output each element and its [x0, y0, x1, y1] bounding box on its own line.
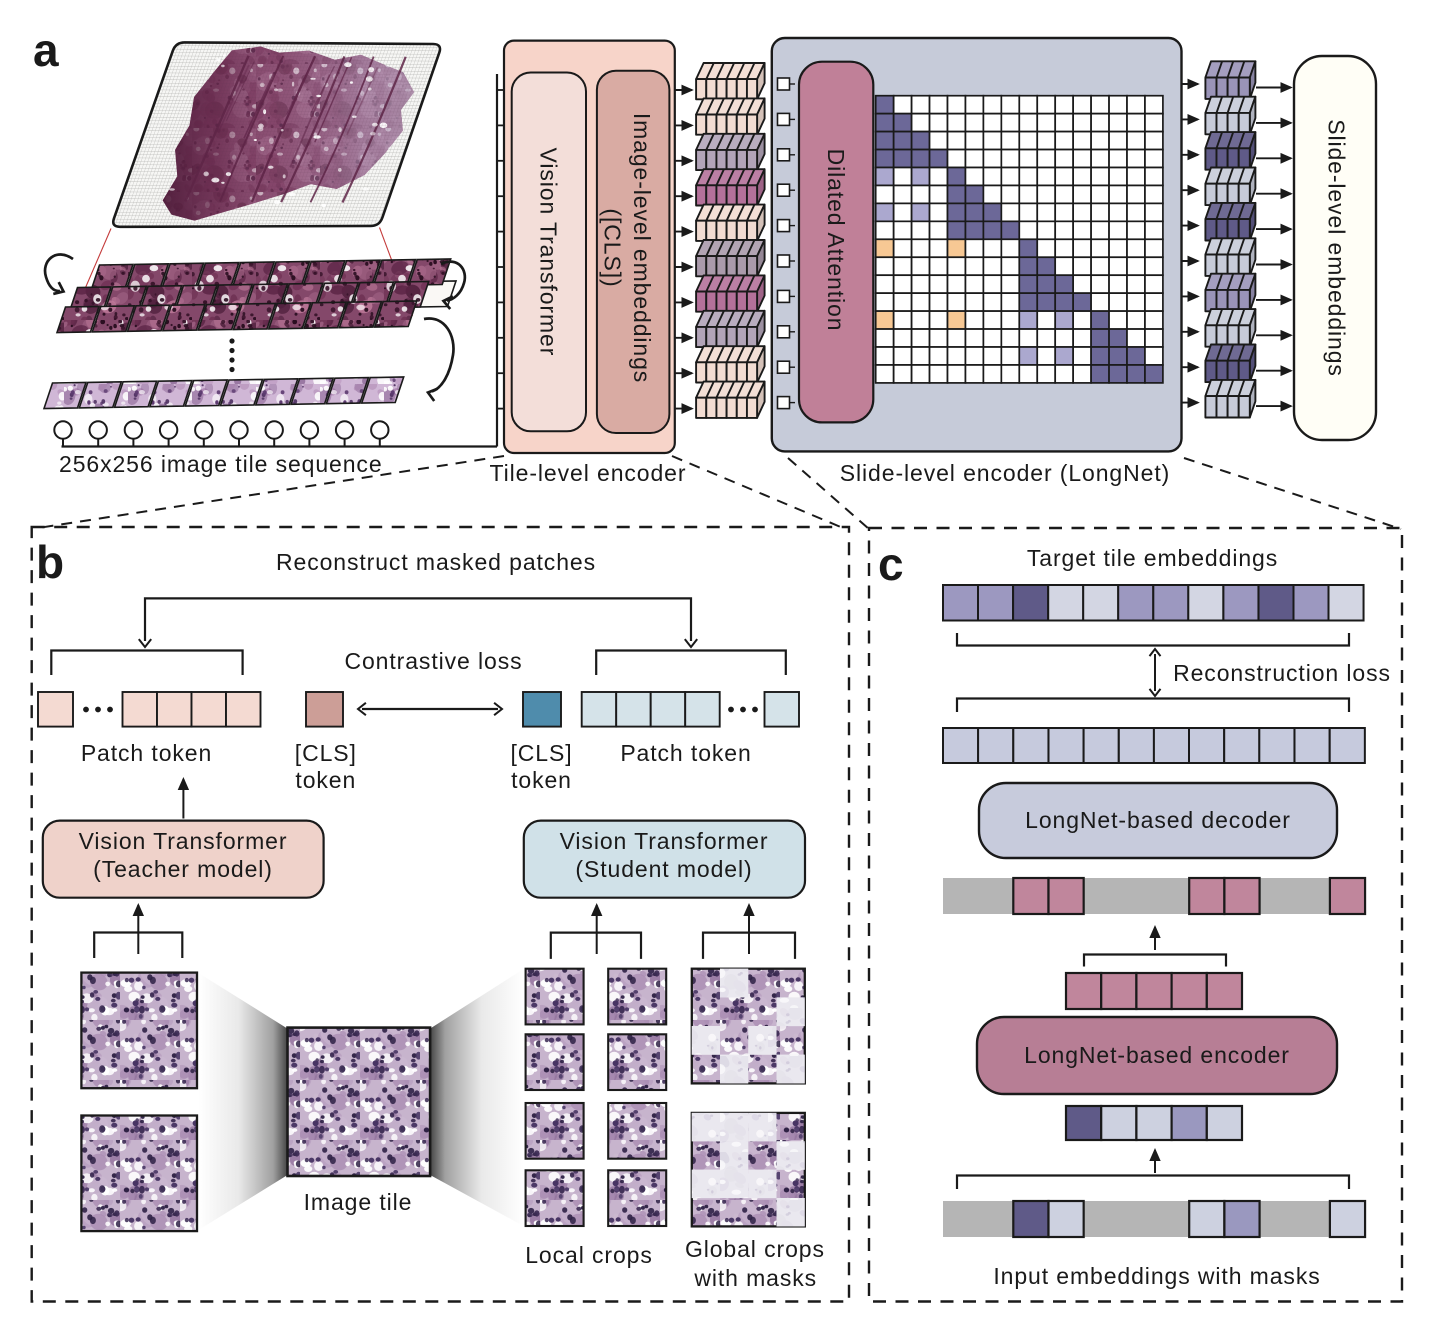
- svg-text:with masks: with masks: [693, 1265, 817, 1291]
- svg-text:256x256 image tile sequence: 256x256 image tile sequence: [59, 451, 383, 477]
- svg-text:Input embeddings with masks: Input embeddings with masks: [993, 1263, 1320, 1289]
- svg-text:a: a: [33, 24, 59, 76]
- svg-text:[CLS]: [CLS]: [510, 740, 572, 766]
- svg-text:Vision Transformer: Vision Transformer: [79, 828, 288, 854]
- svg-text:Target tile embeddings: Target tile embeddings: [1027, 545, 1278, 571]
- svg-text:Vision Transformer: Vision Transformer: [560, 828, 769, 854]
- svg-text:Contrastive loss: Contrastive loss: [344, 648, 522, 674]
- svg-text:(Student model): (Student model): [575, 856, 752, 882]
- svg-text:[CLS]: [CLS]: [295, 740, 357, 766]
- svg-text:Global crops: Global crops: [685, 1236, 825, 1262]
- svg-text:Reconstruction loss: Reconstruction loss: [1173, 660, 1391, 686]
- svg-text:(Teacher model): (Teacher model): [93, 856, 273, 882]
- svg-text:b: b: [36, 536, 64, 588]
- svg-text:Dilated Attention: Dilated Attention: [823, 149, 849, 332]
- svg-text:Tile-level encoder: Tile-level encoder: [490, 460, 687, 486]
- svg-text:Slide-level encoder (LongNet): Slide-level encoder (LongNet): [840, 460, 1170, 486]
- svg-text:token: token: [295, 767, 356, 793]
- svg-text:Vision Transformer: Vision Transformer: [536, 148, 562, 357]
- svg-text:Patch token: Patch token: [620, 740, 751, 766]
- svg-text:LongNet-based decoder: LongNet-based decoder: [1025, 807, 1291, 833]
- svg-text:Image tile: Image tile: [304, 1189, 413, 1215]
- svg-text:Reconstruct masked patches: Reconstruct masked patches: [276, 549, 596, 575]
- svg-text:LongNet-based encoder: LongNet-based encoder: [1024, 1042, 1290, 1068]
- svg-text:Slide-level embeddings: Slide-level embeddings: [1324, 119, 1350, 377]
- svg-text:Image-level embeddings([CLS]): Image-level embeddings([CLS]): [600, 113, 656, 383]
- svg-text:Local crops: Local crops: [525, 1242, 653, 1268]
- svg-text:Patch token: Patch token: [81, 740, 212, 766]
- svg-text:token: token: [511, 767, 572, 793]
- svg-text:c: c: [878, 538, 904, 590]
